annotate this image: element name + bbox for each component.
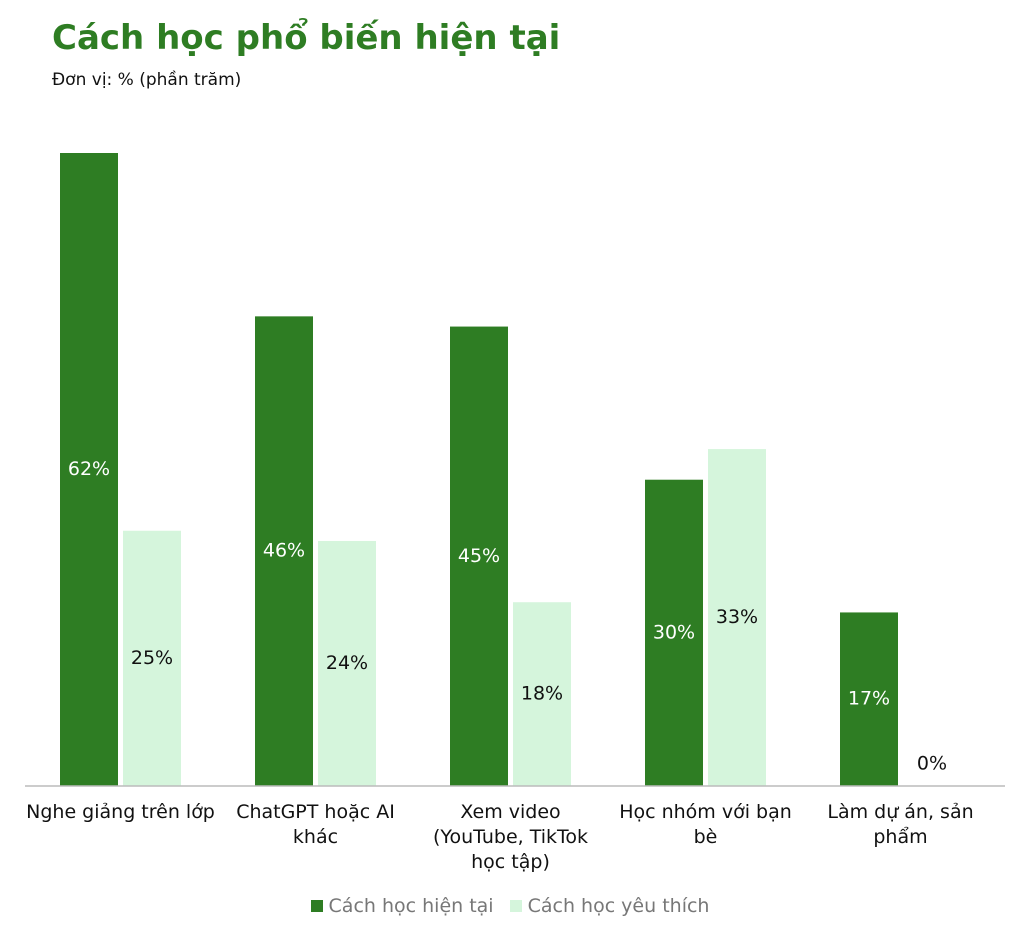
value-label: 30% <box>653 621 695 643</box>
chart-subtitle: Đơn vị: % (phần trăm) <box>52 70 242 90</box>
value-label: 45% <box>458 545 500 567</box>
bar <box>513 602 571 786</box>
x-tick-label: Làm dự án, sản phẩm <box>827 801 974 848</box>
value-label: 18% <box>521 683 563 705</box>
bar <box>645 479 703 786</box>
x-tick-label: ChatGPT hoặc AI khác <box>236 801 395 848</box>
bar <box>450 326 508 786</box>
value-label: 17% <box>848 688 890 710</box>
legend: Cách học hiện tại Cách học yêu thích <box>0 895 1020 917</box>
value-label: 46% <box>263 540 305 562</box>
legend-item: Cách học hiện tại <box>310 895 494 917</box>
bar <box>840 612 898 786</box>
legend-swatch <box>509 900 522 912</box>
x-tick-label: Học nhóm với bạn bè <box>619 801 792 848</box>
value-label: 25% <box>131 647 173 669</box>
value-label: 62% <box>68 458 110 480</box>
bar <box>708 449 766 786</box>
value-label: 0% <box>917 753 947 775</box>
x-tick-label: Nghe giảng trên lớp <box>26 801 215 823</box>
bar <box>123 530 181 786</box>
legend-swatch <box>310 900 323 912</box>
value-label: 33% <box>716 606 758 628</box>
bar <box>255 316 313 786</box>
legend-item: Cách học yêu thích <box>509 895 710 917</box>
chart-title: Cách học phổ biến hiện tại <box>52 18 561 58</box>
bar <box>318 540 376 786</box>
value-label: 24% <box>326 652 368 674</box>
legend-label: Cách học hiện tại <box>328 895 494 917</box>
legend-label: Cách học yêu thích <box>527 895 710 917</box>
bar <box>60 153 118 786</box>
x-tick-label: Xem video (YouTube, TikTok học tập) <box>432 801 589 873</box>
